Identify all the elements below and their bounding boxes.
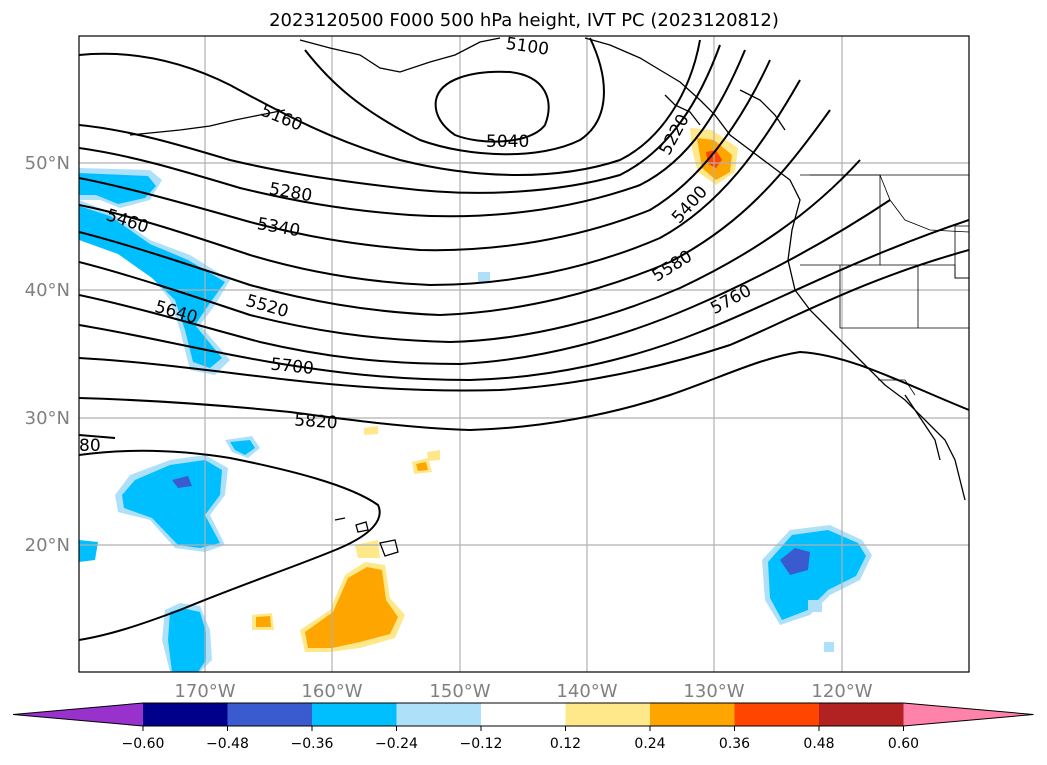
borders — [800, 174, 969, 396]
colorbar-segment — [396, 703, 482, 726]
colorbar-segment — [312, 703, 397, 726]
longitude-labels: 170°W 160°W 150°W 140°W 130°W 120°W — [174, 681, 872, 702]
colorbar-segment — [565, 703, 651, 726]
colorbar-tick-label: 0.36 — [719, 736, 750, 752]
height-contours — [79, 37, 969, 641]
lon-label: 120°W — [811, 681, 872, 702]
lon-label: 150°W — [429, 681, 490, 702]
colorbar-tick-label: 0.24 — [634, 736, 665, 752]
colorbar-ticks: −0.60 −0.48 −0.36 −0.24 −0.12 0.12 0.24 0.36 0.4… — [122, 726, 919, 752]
contour-label: 5700 — [270, 355, 315, 379]
map-border — [78, 35, 970, 673]
contour-label: 5820 — [294, 410, 339, 433]
colorbar-segment — [734, 703, 820, 726]
lat-label: 20°N — [25, 535, 70, 556]
lon-label: 140°W — [556, 681, 617, 702]
coastlines — [129, 37, 966, 557]
latitude-labels: 50°N 40°N 30°N 20°N — [25, 153, 70, 556]
colorbar-segment — [227, 703, 313, 726]
colorbar-tick-label: 0.12 — [550, 736, 581, 752]
colorbar-tick-label: −0.48 — [206, 736, 249, 752]
colorbar-extend-low — [13, 703, 143, 726]
ivt-shading — [79, 128, 872, 672]
colorbar-segment — [650, 703, 735, 726]
colorbar-tick-label: 0.60 — [888, 736, 919, 752]
colorbar-segment — [819, 703, 904, 726]
contour-label: 80 — [79, 436, 101, 456]
lon-label: 130°W — [683, 681, 744, 702]
colorbar-tick-label: −0.12 — [460, 736, 503, 752]
colorbar-segment — [143, 703, 228, 726]
figure-title: 2023120500 F000 500 hPa height, IVT PC (… — [269, 10, 779, 31]
colorbar-extend-high — [903, 703, 1034, 726]
lon-label: 160°W — [301, 681, 362, 702]
colorbar-tick-label: −0.36 — [291, 736, 334, 752]
lon-label: 170°W — [174, 681, 235, 702]
graticule — [79, 36, 969, 672]
lat-label: 50°N — [25, 153, 70, 174]
lat-label: 40°N — [25, 280, 70, 301]
colorbar-segment — [481, 703, 566, 726]
colorbar-tick-label: −0.24 — [375, 736, 418, 752]
colorbar — [12, 702, 1034, 727]
contour-label: 5040 — [486, 132, 529, 152]
colorbar-tick-label: −0.60 — [122, 736, 165, 752]
lat-label: 30°N — [25, 408, 70, 429]
colorbar-tick-label: 0.48 — [803, 736, 834, 752]
contour-label: 5100 — [505, 34, 551, 60]
